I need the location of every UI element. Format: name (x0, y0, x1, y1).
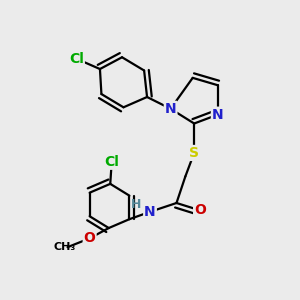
Text: H: H (131, 198, 141, 211)
Text: N: N (165, 102, 176, 116)
Text: O: O (84, 231, 96, 245)
Text: Cl: Cl (104, 155, 119, 169)
Text: O: O (194, 203, 206, 218)
Text: Cl: Cl (69, 52, 84, 66)
Text: CH₃: CH₃ (53, 242, 76, 252)
Text: N: N (212, 108, 224, 122)
Text: N: N (144, 205, 156, 219)
Text: S: S (189, 146, 199, 160)
